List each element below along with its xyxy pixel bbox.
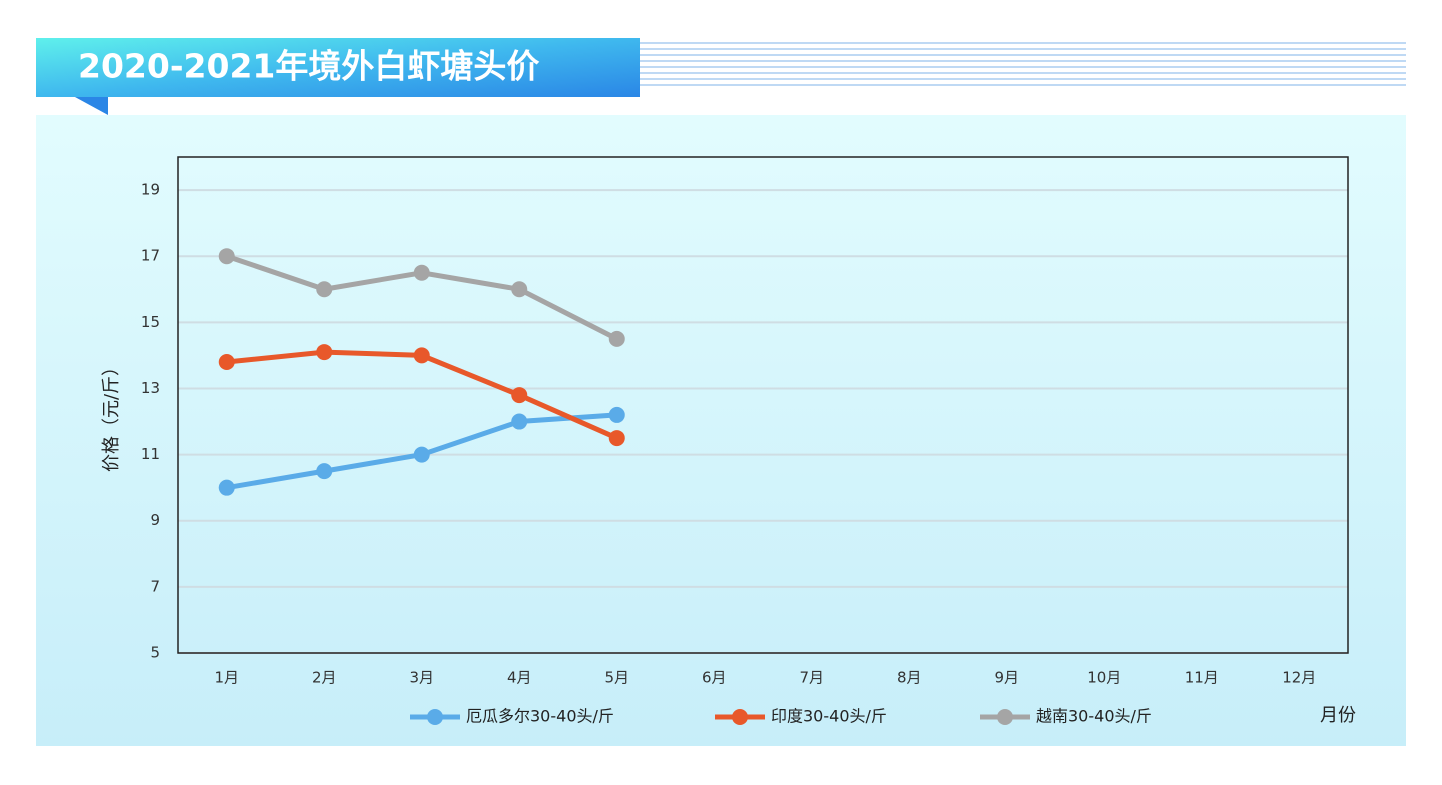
x-tick-label: 9月 — [994, 669, 1019, 687]
x-tick-label: 6月 — [702, 669, 727, 687]
point — [218, 479, 235, 496]
point — [511, 281, 528, 298]
x-tick-label: 7月 — [799, 669, 824, 687]
point — [511, 387, 528, 404]
y-tick-label: 17 — [141, 247, 160, 265]
stripes — [640, 42, 1406, 90]
y-tick-label: 11 — [141, 445, 160, 463]
point — [608, 430, 625, 447]
y-tick-label: 15 — [141, 313, 160, 331]
legend-label: 厄瓜多尔30-40头/斤 — [466, 707, 614, 726]
point — [413, 347, 430, 364]
plot-frame — [177, 156, 1349, 654]
x-axis-title: 月份 — [1320, 705, 1356, 726]
y-tick-label: 19 — [141, 181, 160, 199]
panel — [36, 115, 1406, 746]
x-tick-label: 4月 — [507, 669, 532, 687]
x-tick-label: 1月 — [214, 669, 239, 687]
x-tick-label: 10月 — [1087, 669, 1121, 687]
x-tick-label: 3月 — [409, 669, 434, 687]
point — [218, 354, 235, 371]
chart-title: 2020-2021年境外白虾塘头价 — [78, 47, 539, 86]
x-tick-label: 11月 — [1185, 669, 1219, 687]
legend-label: 印度30-40头/斤 — [771, 707, 887, 726]
point — [413, 446, 430, 463]
point — [316, 281, 333, 298]
x-tick-label: 2月 — [312, 669, 337, 687]
point — [218, 248, 235, 265]
y-axis-title: 价格（元/斤） — [101, 358, 122, 472]
legend-marker — [997, 709, 1013, 725]
x-tick-label: 8月 — [897, 669, 922, 687]
legend-label: 越南30-40头/斤 — [1036, 707, 1152, 726]
y-tick-label: 5 — [150, 644, 160, 662]
banner — [36, 38, 640, 97]
point — [608, 406, 625, 423]
legend-marker — [427, 709, 443, 725]
y-tick-label: 7 — [150, 577, 160, 595]
point — [316, 463, 333, 480]
x-tick-label: 12月 — [1282, 669, 1316, 687]
banner-tail — [75, 97, 108, 115]
point — [316, 344, 333, 361]
y-tick-label: 13 — [141, 379, 160, 397]
legend-marker — [732, 709, 748, 725]
y-tick-label: 9 — [150, 511, 160, 529]
point — [511, 413, 528, 430]
point — [608, 330, 625, 347]
x-tick-label: 5月 — [604, 669, 629, 687]
point — [413, 264, 430, 281]
